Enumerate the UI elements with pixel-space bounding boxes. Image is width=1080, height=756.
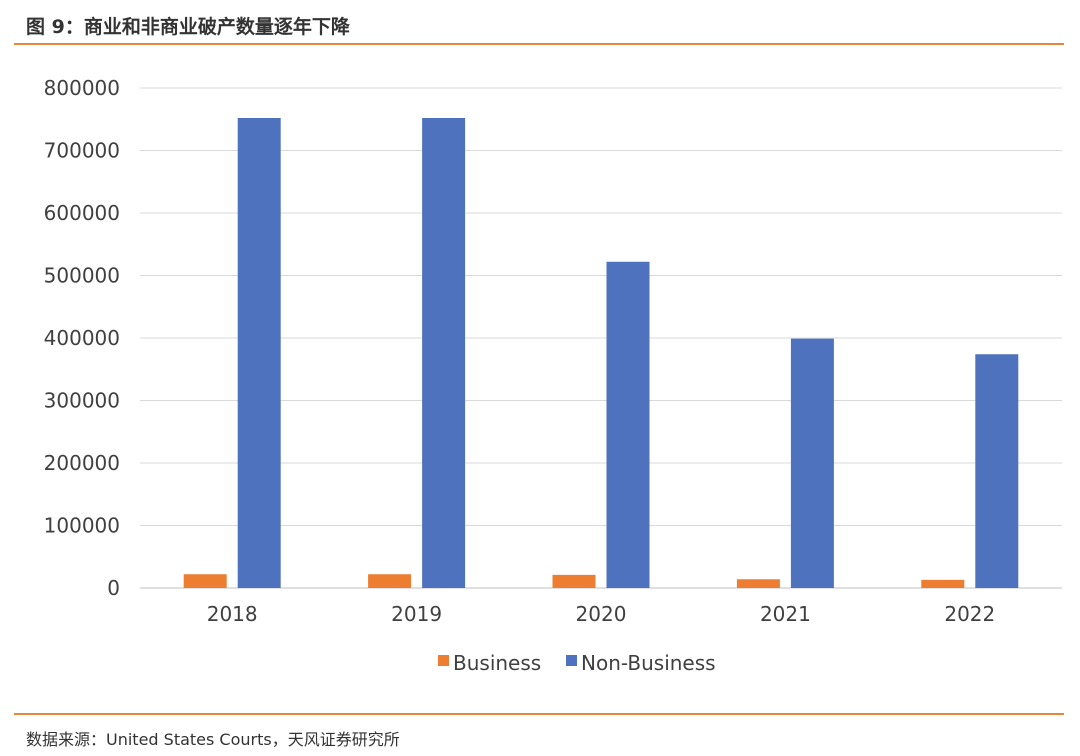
non-business-bar — [606, 261, 650, 588]
business-bar — [368, 574, 412, 588]
figure-title: 图 9：商业和非商业破产数量逐年下降 — [26, 16, 350, 38]
source-divider — [14, 713, 1064, 715]
y-tick-label: 100000 — [44, 514, 120, 538]
legend-label-non-business: Non-Business — [581, 651, 716, 675]
x-tick-label: 2019 — [391, 602, 442, 626]
legend-swatch-non-business — [566, 655, 577, 666]
y-tick-label: 600000 — [44, 201, 120, 225]
y-tick-label: 500000 — [44, 264, 120, 288]
x-tick-label: 2020 — [576, 602, 627, 626]
non-business-bar — [790, 338, 834, 588]
y-tick-label: 0 — [107, 576, 120, 600]
business-bar — [183, 574, 227, 588]
source-note: 数据来源：United States Courts，天风证券研究所 — [26, 730, 400, 749]
chart-area: 0 100000 200000 300000 400000 500000 600000 700… — [0, 60, 1080, 700]
title-divider — [14, 43, 1064, 45]
y-tick-label: 400000 — [44, 326, 120, 350]
business-bar — [921, 579, 965, 588]
y-tick-label: 300000 — [44, 389, 120, 413]
non-business-bar — [422, 118, 466, 588]
non-business-bar — [975, 354, 1019, 588]
x-tick-label: 2022 — [944, 602, 995, 626]
business-bar — [552, 574, 596, 588]
legend-label-business: Business — [453, 651, 541, 675]
legend-swatch-business — [438, 655, 449, 666]
y-tick-label: 700000 — [44, 139, 120, 163]
y-tick-label: 200000 — [44, 451, 120, 475]
non-business-bar — [237, 118, 281, 588]
x-tick-label: 2018 — [207, 602, 258, 626]
business-bar — [736, 579, 780, 588]
x-tick-label: 2021 — [760, 602, 811, 626]
y-tick-label: 800000 — [44, 76, 120, 100]
bar-chart: 0 100000 200000 300000 400000 500000 600000 700… — [44, 76, 1062, 675]
